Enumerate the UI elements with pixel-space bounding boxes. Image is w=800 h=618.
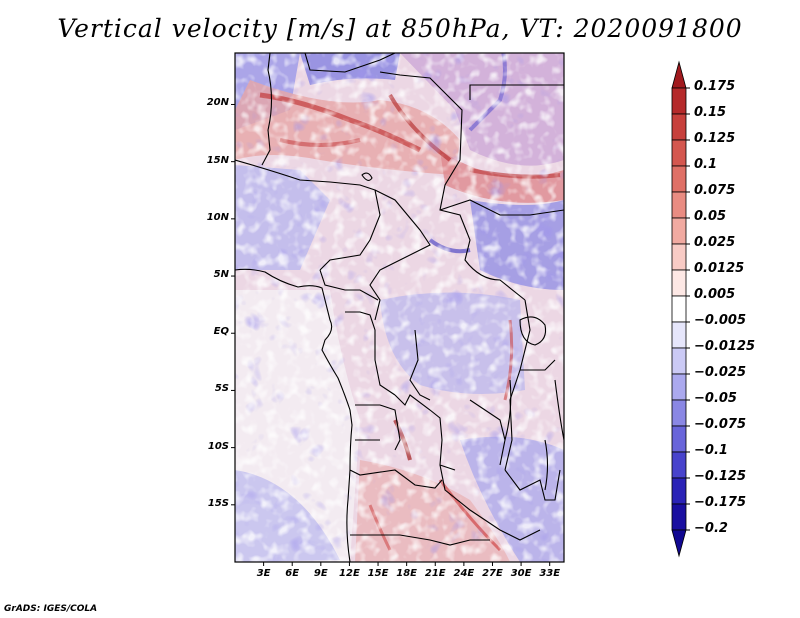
country-borders [235, 53, 564, 562]
colorbar-level-label: 0.025 [694, 235, 736, 250]
colorbar-swatch [671, 269, 687, 297]
colorbar-swatch [671, 87, 687, 115]
border-7 [319, 269, 379, 301]
colorbar-swatch [671, 373, 687, 401]
lat-tick-label: 15S [207, 497, 229, 509]
lake-victoria [519, 316, 547, 346]
border-8 [345, 311, 396, 396]
plot-frame [234, 52, 565, 563]
border-19 [439, 199, 564, 216]
border-17 [520, 359, 556, 371]
border-13 [350, 534, 490, 546]
colorbar-swatch [671, 425, 687, 453]
border-15 [504, 299, 531, 471]
border-3 [379, 71, 526, 301]
colorbar-level-label: −0.2 [694, 521, 728, 536]
colorbar-level-label: 0.075 [694, 183, 736, 198]
chart-title: Vertical velocity [m/s] at 850hPa, VT: 2… [57, 14, 743, 43]
colorbar-swatch [671, 139, 687, 167]
coastline-west-africa [235, 268, 353, 562]
lon-tick-label: 24E [453, 568, 475, 579]
colorbar-swatch [671, 529, 687, 558]
lon-ticks [263, 562, 551, 566]
border-21 [469, 399, 506, 466]
colorbar-swatch [671, 503, 687, 531]
colorbar-level-label: 0.05 [694, 209, 727, 224]
colorbar-level-label: −0.0125 [694, 339, 756, 354]
lon-tick-label: 12E [339, 568, 360, 579]
colorbar-swatch [671, 347, 687, 375]
colorbar-swatch [671, 60, 687, 89]
colorbar-level-label: −0.125 [694, 469, 747, 484]
lon-tick-label: 27E [482, 568, 503, 579]
colorbar-level-label: 0.0125 [694, 261, 745, 276]
colorbar-level-label: −0.05 [694, 391, 737, 406]
colorbar-swatch [671, 165, 687, 193]
border-5 [261, 129, 271, 166]
lake-chad [361, 172, 373, 181]
border-1 [267, 53, 273, 131]
credit-text: GrADS: IGES/COLA [4, 604, 98, 614]
colorbar-level-label: −0.075 [694, 417, 747, 432]
colorbar-level-label: −0.025 [694, 365, 747, 380]
lat-tick-label: EQ [213, 326, 229, 338]
lat-tick-label: 10N [206, 211, 229, 223]
lake-tanganyika [504, 379, 512, 441]
lat-tick-label: 5S [214, 383, 229, 395]
colorbar-level-label: −0.1 [694, 443, 728, 458]
lon-tick-label: 21E [424, 568, 446, 579]
colorbar-level-label: 0.15 [694, 105, 727, 120]
border-10 [355, 404, 401, 451]
border-11 [349, 469, 443, 489]
border-16 [504, 469, 561, 501]
velocity-field [235, 53, 564, 562]
lat-tick-label: 20N [206, 97, 229, 109]
lon-tick-label: 33E [539, 568, 561, 579]
colorbar-level-label: 0.1 [694, 157, 718, 172]
lon-tick-label: 9E [313, 568, 328, 579]
colorbar-swatch [671, 321, 687, 349]
border-18 [469, 84, 564, 100]
east-coast [554, 379, 564, 441]
lat-tick-label: 15N [206, 154, 229, 166]
lon-tick-label: 15E [367, 568, 389, 579]
colorbar-level-label: −0.005 [694, 313, 747, 328]
colorbar-swatch [671, 477, 687, 505]
lon-tick-label: 30E [510, 568, 532, 579]
colorbar-level-label: −0.175 [694, 495, 747, 510]
colorbar-swatch [671, 295, 687, 323]
lake-malawi [544, 439, 549, 491]
lat-tick-label: 5N [213, 269, 229, 281]
border-2 [304, 53, 396, 73]
colorbar-level-label: 0.175 [694, 79, 736, 94]
lat-tick-label: 10S [207, 440, 229, 452]
colorbar-swatch [671, 451, 687, 479]
colorbar-swatch [671, 191, 687, 219]
border-14 [409, 329, 431, 401]
lat-ticks [231, 103, 235, 506]
colorbar-swatch [671, 217, 687, 245]
border-4 [235, 159, 381, 271]
colorbar-level-label: 0.005 [694, 287, 736, 302]
border-9 [394, 394, 456, 471]
lon-tick-label: 6E [285, 568, 300, 579]
colorbar-swatch [671, 243, 687, 271]
colorbar-level-label: 0.125 [694, 131, 736, 146]
lon-tick-label: 3E [256, 568, 271, 579]
colorbar-swatch [671, 113, 687, 141]
border-6 [369, 189, 431, 321]
border-12 [439, 464, 541, 541]
colorbar [671, 60, 690, 558]
colorbar-swatch [671, 399, 687, 427]
lon-tick-label: 18E [396, 568, 418, 579]
